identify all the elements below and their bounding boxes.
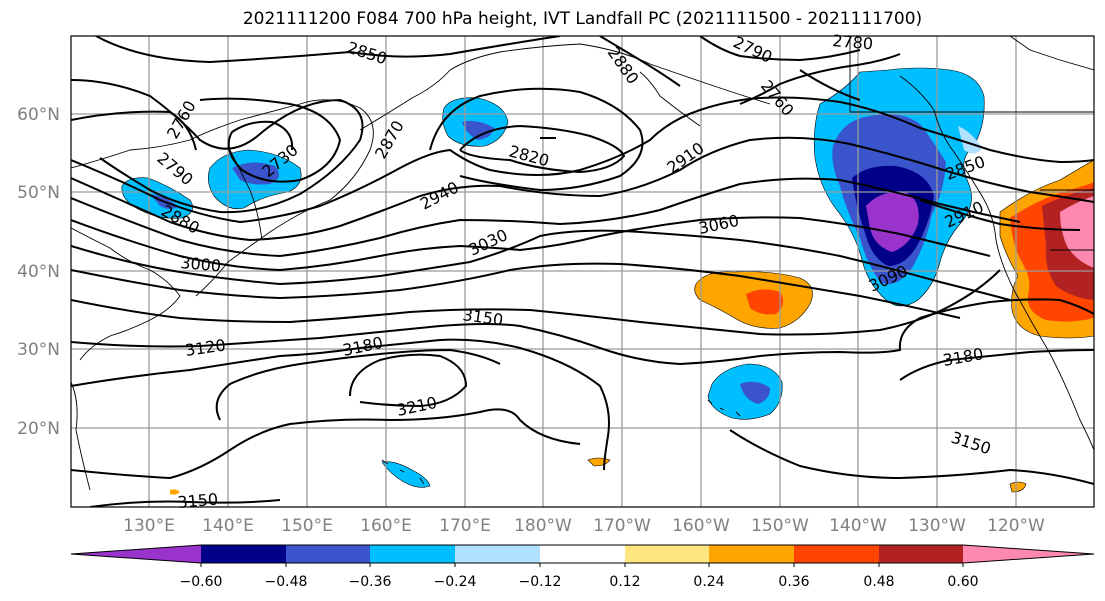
longitude-axis: 130°E 140°E 150°E 160°E 170°E 180°W 170°… — [123, 516, 1045, 536]
colorbar — [70, 544, 1095, 567]
ivt-shading — [121, 67, 1094, 495]
colorbar-segment — [625, 545, 709, 563]
lat-label: 30°N — [17, 340, 60, 360]
colorbar-segment — [794, 545, 879, 563]
colorbar-segment — [71, 545, 201, 563]
colorbar-tick-label: −0.12 — [519, 574, 562, 590]
latitude-axis: 60°N 50°N 40°N 30°N 20°N — [17, 105, 60, 439]
lon-label: 180°W — [514, 516, 572, 536]
colorbar-segment — [201, 545, 286, 563]
lon-label: 130°W — [908, 516, 966, 536]
contour-label: 3150 — [177, 490, 219, 512]
map-frame — [70, 35, 1095, 508]
lon-label: 150°W — [751, 516, 809, 536]
colorbar-ticks: −0.60 −0.48 −0.36 −0.24 −0.12 0.12 0.24 … — [180, 574, 979, 590]
lat-label: 60°N — [17, 105, 60, 125]
colorbar-tick-label: −0.36 — [349, 574, 392, 590]
colorbar-segment — [709, 545, 794, 563]
colorbar-tick-label: −0.48 — [265, 574, 308, 590]
lat-label: 40°N — [17, 262, 60, 282]
colorbar-segment — [455, 545, 540, 563]
contour-label: 2780 — [832, 31, 874, 53]
lon-label: 130°E — [123, 516, 175, 536]
colorbar-tick-label: 0.60 — [947, 574, 978, 590]
colorbar-segment — [286, 545, 370, 563]
lat-label: 50°N — [17, 183, 60, 203]
lat-label: 20°N — [17, 419, 60, 439]
colorbar-tick-label: −0.24 — [434, 574, 477, 590]
contour-label: 3000 — [180, 253, 222, 275]
lon-label: 160°W — [672, 516, 730, 536]
lon-label: 160°E — [360, 516, 412, 536]
coastlines — [71, 36, 1094, 491]
figure-title: 2021111200 F084 700 hPa height, IVT Land… — [242, 9, 923, 29]
height-contours — [71, 36, 1094, 507]
colorbar-tick-label: 0.12 — [609, 574, 640, 590]
colorbar-segment — [963, 545, 1094, 563]
lon-label: 140°E — [202, 516, 254, 536]
colorbar-tick-label: 0.48 — [863, 574, 894, 590]
lon-label: 170°E — [439, 516, 491, 536]
colorbar-tick-label: 0.36 — [778, 574, 809, 590]
colorbar-segment — [540, 545, 625, 563]
colorbar-segment — [370, 545, 455, 563]
lon-label: 150°E — [281, 516, 333, 536]
colorbar-segment — [879, 545, 963, 563]
colorbar-tick-label: 0.24 — [693, 574, 724, 590]
lon-label: 140°W — [829, 516, 887, 536]
colorbar-tick-label: −0.60 — [180, 574, 223, 590]
lon-label: 170°W — [593, 516, 651, 536]
lon-label: 120°W — [987, 516, 1045, 536]
